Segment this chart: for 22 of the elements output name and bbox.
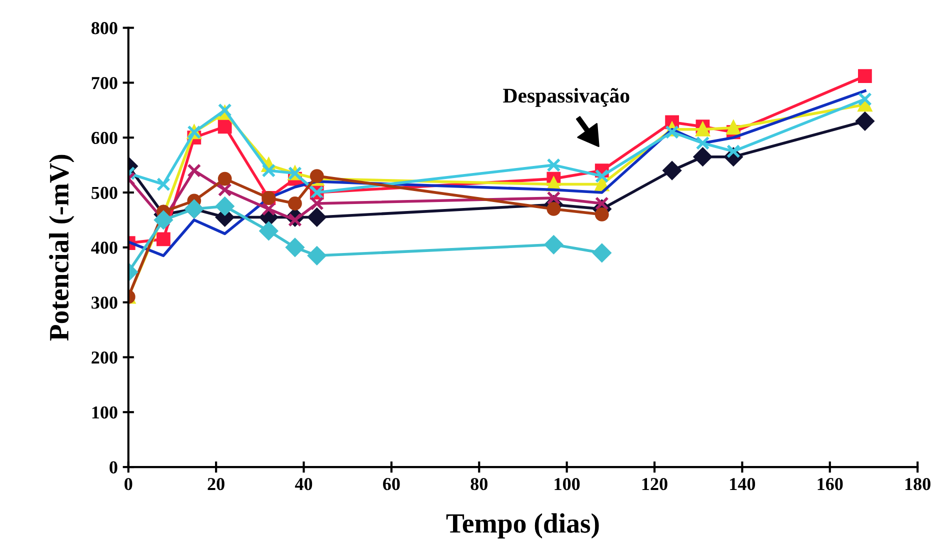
y-tick-label: 200	[92, 351, 118, 364]
y-tick-label: 800	[91, 22, 118, 34]
y-tick-label: 700	[92, 76, 118, 90]
y-tick-label: 600	[92, 132, 118, 144]
x-tick-label: 180	[905, 478, 930, 490]
x-tick-label: 60	[383, 478, 400, 490]
x-tick-label: 20	[208, 478, 224, 490]
y-tick-label: 0	[110, 461, 118, 474]
x-tick-label: 0	[124, 478, 132, 490]
x-tick-label: 160	[818, 478, 843, 490]
x-tick-label: 120	[642, 478, 668, 490]
x-tick-label: 40	[294, 478, 312, 490]
x-tick-label: 80	[470, 478, 488, 490]
y-tick-label: 500	[92, 186, 118, 199]
y-axis-title: Potencial (-mV)	[49, 154, 74, 341]
x-axis-title: Tempo (dias)	[446, 513, 599, 538]
y-tick-label: 100	[92, 406, 118, 419]
annotation: Despassivação	[503, 88, 630, 107]
x-tick-label: 100	[554, 478, 580, 490]
y-tick-label: 400	[91, 242, 118, 254]
y-tick-label: 300	[92, 296, 118, 309]
x-tick-label: 140	[730, 478, 756, 490]
